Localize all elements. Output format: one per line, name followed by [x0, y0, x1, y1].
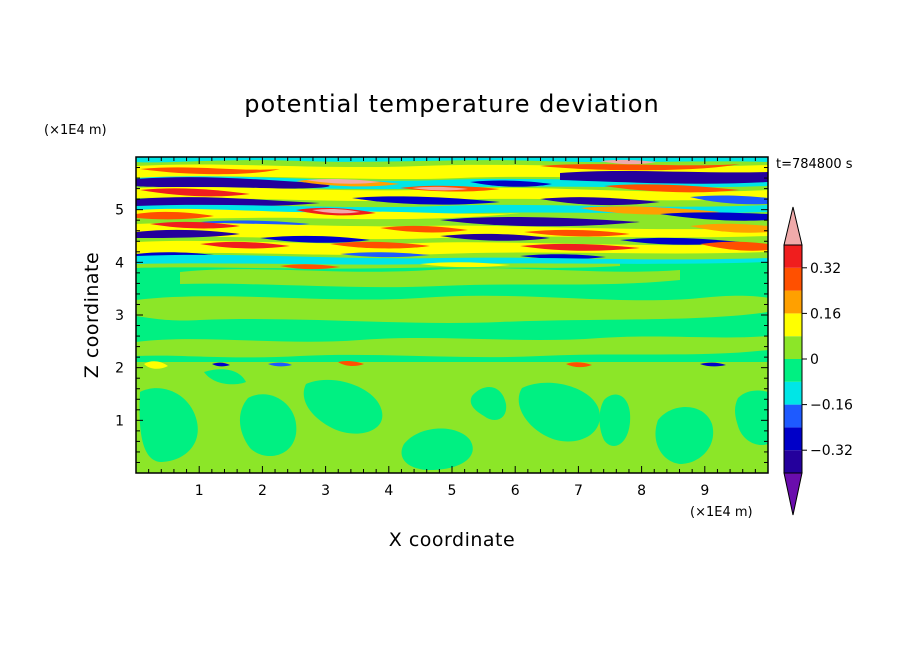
colorbar: [783, 206, 807, 516]
interface-layer: [136, 360, 768, 369]
colorbar-swatch: [784, 381, 802, 405]
x-tick-label: 1: [195, 483, 204, 499]
colorbar-swatch: [784, 427, 802, 451]
y-tick-label: 1: [115, 413, 124, 429]
middle-layer: [136, 256, 768, 358]
x-axis-label: X coordinate: [389, 529, 515, 551]
y-tick-label: 5: [115, 203, 124, 219]
x-tick-label: 2: [258, 483, 267, 499]
colorbar-tick-label: −0.16: [810, 398, 853, 414]
y-unit-label: (×1E4 m): [44, 123, 107, 138]
colorbar-swatch: [784, 313, 802, 337]
chart-title: potential temperature deviation: [244, 90, 659, 118]
upper-layer: [136, 157, 768, 270]
x-tick-label: 3: [321, 483, 330, 499]
colorbar-tick-label: 0.32: [810, 261, 841, 277]
axis-ticks: [136, 157, 769, 473]
colorbar-swatch: [784, 336, 802, 359]
colorbar-lower-extension: [783, 472, 803, 516]
colorbar-swatch: [784, 359, 802, 382]
y-tick-label: 2: [115, 361, 124, 377]
lower-layer: [136, 366, 768, 473]
axis-tick-labels: 1 2 3 4 5 6 7 8 9 1 2 3 4 5: [115, 203, 709, 499]
x-tick-label: 9: [700, 483, 709, 499]
colorbar-tick-label: 0: [810, 352, 819, 368]
colorbar-swatch: [784, 404, 802, 428]
x-tick-label: 7: [574, 483, 583, 499]
colorbar-upper-extension: [783, 206, 803, 246]
plot-area: [136, 157, 768, 473]
x-tick-label: 6: [511, 483, 520, 499]
x-tick-label: 4: [384, 483, 393, 499]
colorbar-swatch: [784, 450, 802, 473]
colorbar-swatch: [784, 245, 802, 268]
x-tick-label: 8: [637, 483, 646, 499]
colorbar-swatch: [784, 290, 802, 314]
y-tick-label: 3: [115, 308, 124, 324]
y-tick-label: 4: [115, 255, 124, 271]
colorbar-swatch: [784, 267, 802, 291]
x-tick-label: 5: [448, 483, 457, 499]
x-unit-label: (×1E4 m): [690, 505, 753, 520]
colorbar-tick-label: 0.16: [810, 306, 841, 322]
time-label: t=784800 s: [776, 157, 853, 172]
colorbar-tick-label: −0.32: [810, 443, 853, 459]
y-axis-label: Z coordinate: [81, 252, 103, 378]
colorbar-labels: 0.32 0.16 0 −0.16 −0.32: [810, 261, 853, 459]
